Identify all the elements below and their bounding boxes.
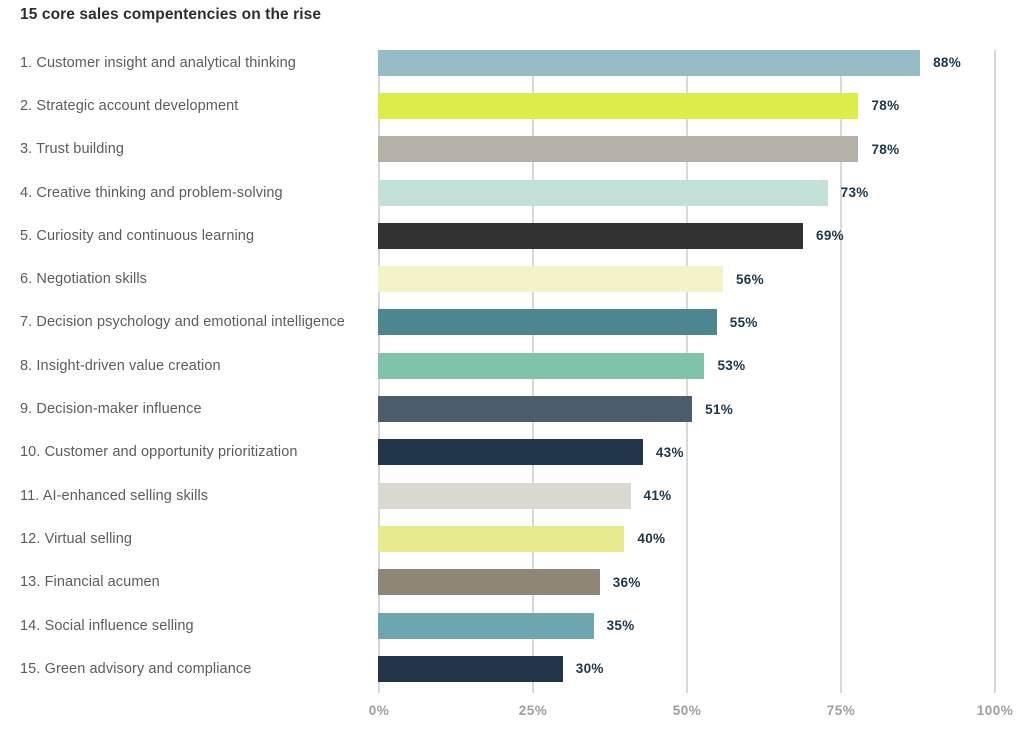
bar xyxy=(378,179,828,206)
bar-value-label: 30% xyxy=(575,661,604,677)
gridline xyxy=(994,50,996,693)
chart-row: 8. Insight-driven value creation 53% xyxy=(0,344,1024,387)
bar-value-label: 40% xyxy=(637,531,666,547)
bar xyxy=(378,92,859,119)
gridline xyxy=(840,50,842,693)
bar-track: 73% xyxy=(378,179,994,206)
x-axis: 0% 25% 50% 75% 100% xyxy=(369,703,1013,723)
chart-row: 4. Creative thinking and problem-solving… xyxy=(0,171,1024,214)
bar-value-label: 43% xyxy=(655,444,684,460)
x-axis-tick-label: 50% xyxy=(672,703,702,718)
chart-rows: 1. Customer insight and analytical think… xyxy=(0,41,1024,690)
chart-row: 7. Decision psychology and emotional int… xyxy=(0,301,1024,344)
x-axis-tick-label: 100% xyxy=(976,703,1014,718)
chart-row: 1. Customer insight and analytical think… xyxy=(0,41,1024,84)
bar xyxy=(378,482,631,509)
category-label: 15. Green advisory and compliance xyxy=(20,660,252,677)
category-label: 7. Decision psychology and emotional int… xyxy=(20,314,345,331)
x-axis-tick-label: 25% xyxy=(518,703,548,718)
bar xyxy=(378,352,705,379)
bar xyxy=(378,49,921,76)
chart-row: 12. Virtual selling 40% xyxy=(0,517,1024,560)
category-label: 10. Customer and opportunity prioritizat… xyxy=(20,444,298,461)
category-label: 2. Strategic account development xyxy=(20,97,239,114)
bar xyxy=(378,439,643,466)
bar-track: 36% xyxy=(378,569,994,596)
category-label: 8. Insight-driven value creation xyxy=(20,357,221,374)
bar xyxy=(378,569,600,596)
chart-row: 11. AI-enhanced selling skills 41% xyxy=(0,474,1024,517)
category-label: 5. Curiosity and continuous learning xyxy=(20,227,255,244)
chart-row: 6. Negotiation skills 56% xyxy=(0,257,1024,300)
bar xyxy=(378,136,859,163)
category-label: 6. Negotiation skills xyxy=(20,271,148,288)
x-axis-tick-label: 0% xyxy=(368,703,390,718)
category-label: 1. Customer insight and analytical think… xyxy=(20,54,296,71)
x-axis-tick-label: 75% xyxy=(826,703,856,718)
bar-track: 41% xyxy=(378,482,994,509)
category-label: 9. Decision-maker influence xyxy=(20,401,202,418)
bar-track: 35% xyxy=(378,612,994,639)
bar-value-label: 41% xyxy=(643,488,672,504)
bar xyxy=(378,222,804,249)
bar-track: 53% xyxy=(378,352,994,379)
bar xyxy=(378,396,693,423)
bar-track: 56% xyxy=(378,266,994,293)
chart-row: 9. Decision-maker influence 51% xyxy=(0,387,1024,430)
bar xyxy=(378,655,563,682)
category-label: 4. Creative thinking and problem-solving xyxy=(20,184,283,201)
bar-track: 51% xyxy=(378,396,994,423)
chart-row: 10. Customer and opportunity prioritizat… xyxy=(0,431,1024,474)
bar-value-label: 35% xyxy=(606,618,635,633)
bar-value-label: 51% xyxy=(705,401,734,417)
chart-row: 2. Strategic account development 78% xyxy=(0,84,1024,127)
bar-value-label: 78% xyxy=(871,98,900,114)
bar-value-label: 36% xyxy=(612,574,641,590)
chart-row: 15. Green advisory and compliance 30% xyxy=(0,647,1024,690)
bar-value-label: 56% xyxy=(735,271,764,287)
category-label: 14. Social influence selling xyxy=(20,617,194,634)
chart-row: 3. Trust building 78% xyxy=(0,128,1024,171)
chart-row: 14. Social influence selling 35% xyxy=(0,604,1024,647)
bar xyxy=(378,525,625,552)
category-label: 13. Financial acumen xyxy=(20,574,160,591)
bar-value-label: 78% xyxy=(871,141,900,157)
bar-value-label: 55% xyxy=(729,314,758,330)
chart-row: 5. Curiosity and continuous learning 69% xyxy=(0,214,1024,257)
bar-value-label: 73% xyxy=(840,185,869,201)
bar xyxy=(378,309,717,336)
bar-track: 88% xyxy=(378,49,994,76)
bar-track: 69% xyxy=(378,222,994,249)
bar-track: 40% xyxy=(378,525,994,552)
bar-track: 55% xyxy=(378,309,994,336)
category-label: 12. Virtual selling xyxy=(20,530,133,547)
bar-value-label: 88% xyxy=(933,55,961,71)
chart-title: 15 core sales compentencies on the rise xyxy=(20,6,322,23)
bar-value-label: 69% xyxy=(816,228,844,244)
bar-track: 43% xyxy=(378,439,994,466)
bar xyxy=(378,266,723,293)
bar-value-label: 53% xyxy=(717,358,746,374)
bar-track: 78% xyxy=(378,136,994,163)
bar-track: 78% xyxy=(378,92,994,119)
category-label: 11. AI-enhanced selling skills xyxy=(20,487,209,504)
chart-row: 13. Financial acumen 36% xyxy=(0,561,1024,604)
category-label: 3. Trust building xyxy=(20,141,125,158)
bar-track: 30% xyxy=(378,655,994,682)
bar xyxy=(378,612,594,639)
